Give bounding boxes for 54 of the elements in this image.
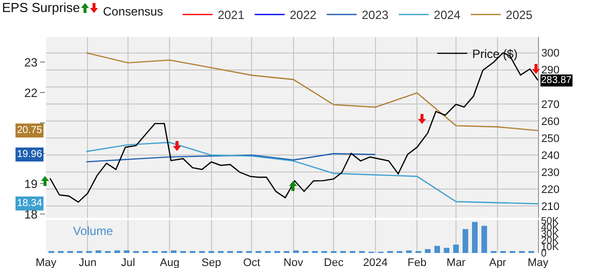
line-series (86, 142, 538, 204)
annotation: 20.75 (17, 125, 42, 136)
data-label: 283.87 (541, 75, 572, 86)
bar (453, 244, 459, 253)
legend-label: 2023 (362, 8, 389, 22)
x-tick-label: May (528, 257, 549, 268)
annotation: 19.96 (17, 149, 42, 160)
x-tick-label: May (36, 257, 57, 268)
bar (481, 226, 488, 253)
x-tick-label: 2024 (363, 257, 388, 268)
x-tick-label: Jun (78, 257, 97, 268)
chart-title: Volume (73, 224, 114, 238)
bar (434, 246, 440, 253)
bar (114, 250, 120, 253)
y2-tick-label: 240 (541, 150, 560, 162)
y-tick-label: 19 (24, 176, 38, 191)
x-tick-label: Apr (489, 257, 507, 268)
y2-tick-label: 260 (541, 116, 560, 128)
bar (293, 250, 299, 253)
x-tick-label: Aug (160, 257, 180, 268)
legend-label: 2024 (434, 8, 461, 22)
y2-tick-label: 250 (541, 132, 560, 145)
x-tick-label: Nov (284, 257, 304, 268)
bar (96, 250, 102, 253)
chart-title: EPS Surprise (2, 0, 80, 15)
bar (462, 229, 468, 253)
annotation: 18.34 (17, 198, 42, 209)
bar (444, 248, 450, 253)
x-tick-label: Mar (446, 257, 466, 268)
legend-label: 2021 (218, 8, 245, 22)
x-tick-label: Oct (243, 257, 260, 268)
bar (424, 249, 431, 253)
x-tick-label: Feb (408, 257, 427, 268)
legend-label: 2025 (506, 8, 533, 22)
x-tick-label: Sep (202, 257, 222, 268)
legend-label: Price ($) (472, 46, 518, 61)
legend-title: Consensus (103, 4, 170, 19)
y2-tick-label: 220 (541, 184, 560, 196)
y2-tick-label: 300 (541, 48, 560, 60)
bar (170, 250, 177, 253)
bar (472, 222, 478, 253)
bar (124, 250, 130, 253)
legend-label: 2022 (290, 8, 317, 22)
y-tick-label: 22 (24, 86, 38, 100)
y2-tick-label: 230 (541, 167, 560, 179)
x-tick-label: Jul (120, 257, 136, 268)
y-tick-label: 23 (24, 55, 38, 70)
line-series (86, 153, 376, 162)
bar (406, 250, 412, 253)
y2-tick-label: 290 (541, 64, 560, 77)
y2-tick-label: 210 (541, 201, 560, 214)
y-tick-label: 18 (24, 207, 38, 222)
x-tick-label: Dec (324, 257, 344, 268)
y2-tick-label: 270 (541, 98, 560, 111)
